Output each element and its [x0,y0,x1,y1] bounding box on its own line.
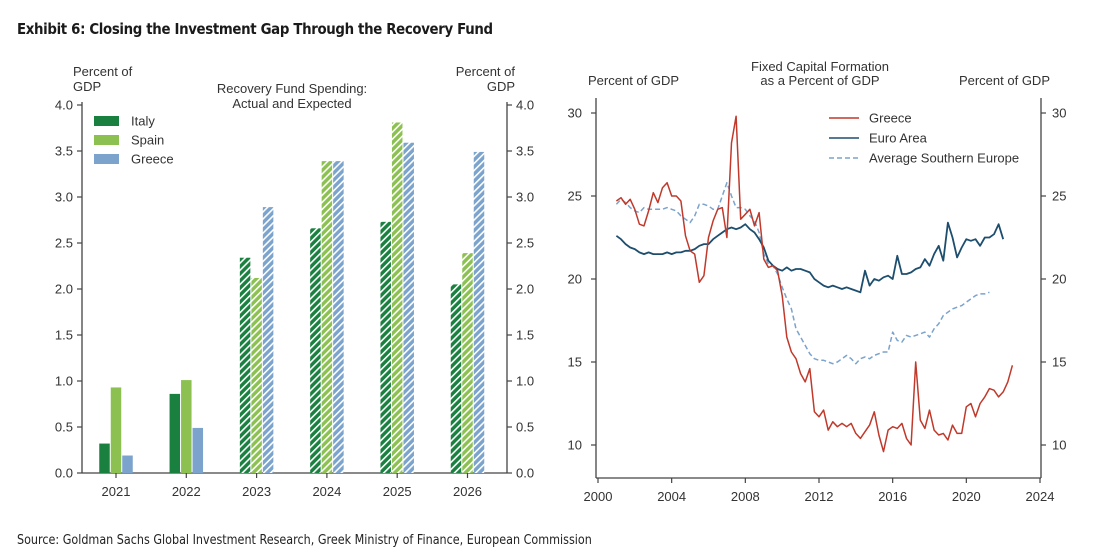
legend-label-greece: Greece [869,111,912,126]
bar-spain-2025 [391,122,403,473]
left-y-tick-label: 4.0 [55,98,73,113]
right-y-tick-label: 1.5 [516,328,534,343]
bar-italy-2025 [380,221,391,473]
bar-greece-2021 [122,455,133,473]
legend-swatch-italy [94,116,119,126]
left-y-tick-label: 1.5 [55,328,73,343]
bar-spain-2024 [321,161,333,473]
left-y-tick-label: 20 [568,272,582,287]
bar-spain-2026 [462,253,473,473]
source-note: Source: Goldman Sachs Global Investment … [17,533,592,548]
right-y-tick-label: 0.5 [516,420,534,435]
left-y-tick-label: 30 [568,106,582,121]
right-y-tick-label: 10 [1052,438,1066,453]
series-line-euro-area [615,221,1005,294]
right-y-tick-label: 3.5 [516,144,534,159]
bar-greece-2025 [403,142,414,473]
legend-swatch-greece [94,154,119,164]
bar-spain-2022 [181,380,192,473]
bar-greece-2023 [262,207,274,473]
x-tick-label: 2004 [657,489,686,504]
x-tick-label: 2024 [1026,489,1055,504]
bar-spain-2021 [110,387,122,473]
left-y-tick-label: 15 [568,355,582,370]
legend-swatch-spain [94,135,119,145]
right-y-tick-label: 1.0 [516,374,534,389]
chart-title: Recovery Fund Spending: [217,81,367,96]
chart-title: Fixed Capital Formation [751,59,889,74]
x-tick-label: 2000 [584,489,613,504]
left-y-tick-label: 2.5 [55,236,73,251]
legend-label-average-southern-europe: Average Southern Europe [869,151,1019,166]
x-tick-label: 2021 [102,484,131,499]
right-y-axis-label: Percent of GDP [959,73,1050,88]
right-y-tick-label: 2.5 [516,236,534,251]
recovery-fund-bar-chart: 0.0 0.0 0.5 0.5 1.0 1.0 1.5 1.5 2.0 2.0 2.5 2.5 3.0 3… [55,64,534,499]
right-y-tick-label: 20 [1052,272,1066,287]
right-y-tick-label: 0.0 [516,466,534,481]
left-y-tick-label: 3.5 [55,144,73,159]
left-y-tick-label: 25 [568,189,582,204]
right-y-tick-label: 25 [1052,189,1066,204]
left-y-tick-label: 0.0 [55,466,73,481]
legend-label-euro-area: Euro Area [869,131,928,146]
x-tick-label: 2024 [312,484,341,499]
legend-label-italy: Italy [131,114,155,129]
x-tick-label: 2008 [731,489,760,504]
left-y-axis-label: Percent of GDP [588,73,679,88]
chart-title: as a Percent of GDP [760,73,879,88]
right-y-tick-label: 3.0 [516,190,534,205]
x-tick-label: 2020 [952,489,981,504]
left-y-tick-label: 2.0 [55,282,73,297]
left-y-tick-label: 3.0 [55,190,73,205]
exhibit-title: Exhibit 6: Closing the Investment Gap Th… [17,20,493,38]
x-tick-label: 2023 [242,484,271,499]
bar-italy-2023 [239,257,251,473]
legend-label-spain: Spain [131,133,164,148]
right-y-tick-label: 15 [1052,355,1066,370]
right-y-tick-label: 30 [1052,106,1066,121]
bar-spain-2023 [251,277,262,473]
right-y-tick-label: 4.0 [516,98,534,113]
x-tick-label: 2012 [805,489,834,504]
left-y-tick-label: 0.5 [55,420,73,435]
bar-greece-2024 [333,161,344,473]
bar-greece-2022 [192,427,204,473]
left-y-tick-label: 1.0 [55,374,73,389]
left-y-tick-label: 10 [568,438,582,453]
x-tick-label: 2022 [172,484,201,499]
legend-label-greece: Greece [131,152,174,167]
right-y-axis-label: GDP [487,79,515,94]
bar-italy-2026 [450,284,462,473]
bar-italy-2022 [169,393,181,473]
left-y-axis-label: GDP [73,79,101,94]
chart-title: Actual and Expected [232,96,351,111]
right-y-axis-label: Percent of [456,64,516,79]
bar-italy-2024 [310,228,321,473]
x-tick-label: 2016 [878,489,907,504]
bar-italy-2021 [99,443,110,473]
left-y-axis-label: Percent of [73,64,133,79]
right-y-tick-label: 2.0 [516,282,534,297]
series-line-greece [615,115,1014,453]
x-tick-label: 2026 [453,484,482,499]
bar-greece-2026 [473,151,485,474]
series-line-average-southern-europe [615,181,990,365]
x-tick-label: 2025 [383,484,412,499]
